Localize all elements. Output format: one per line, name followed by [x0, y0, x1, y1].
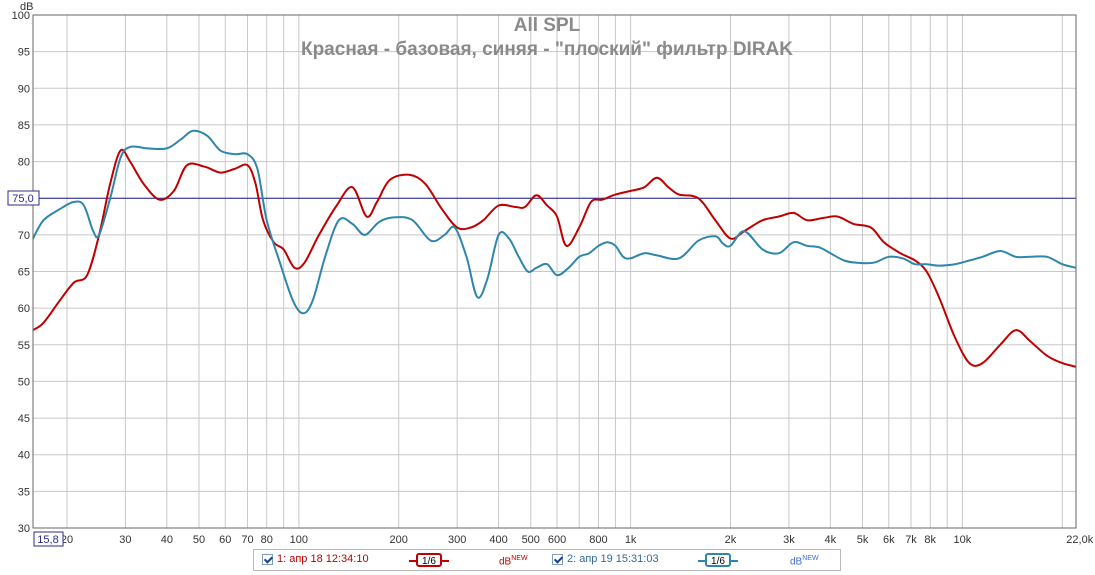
- x-tick-label: 200: [390, 534, 408, 546]
- y-tick-label: 55: [18, 340, 30, 352]
- plot-frame: [32, 14, 1077, 529]
- x-start-value: 15,8: [37, 534, 58, 546]
- x-tick-label: 400: [489, 534, 507, 546]
- series-line-1: [32, 148, 1077, 368]
- x-tick-label: 100: [290, 534, 308, 546]
- series-2-checkbox[interactable]: [552, 553, 563, 565]
- x-tick-label: 6k: [883, 534, 895, 546]
- series-1-units[interactable]: dBNEW: [499, 555, 528, 568]
- x-tick-label: 1k: [625, 534, 637, 546]
- series-2-units[interactable]: dBNEW: [790, 555, 819, 568]
- x-tick-labels: 20 30 40 50 60 70 80 100 200 300 400 500 600 800 1k 2k 3…: [61, 534, 1095, 546]
- y-tick-label: 40: [18, 450, 30, 462]
- y-tick-label: 100: [12, 10, 30, 22]
- x-tick-label: 600: [548, 534, 566, 546]
- x-tick-label: 800: [589, 534, 607, 546]
- x-tick-label: 70: [241, 534, 253, 546]
- chart-title: All SPL: [514, 15, 581, 36]
- legend-bar: 1: апр 18 12:34:10 1/6 dBNEW 2: апр 19 1…: [253, 549, 841, 571]
- x-tick-label: 4k: [825, 534, 837, 546]
- x-tick-label: 10k: [954, 534, 972, 546]
- x-tick-label: 80: [261, 534, 273, 546]
- x-start-marker[interactable]: 15,8: [33, 531, 64, 547]
- y-tick-label: 65: [18, 267, 30, 279]
- series-line-2: [32, 129, 1077, 315]
- y-tick-label: 45: [18, 413, 30, 425]
- series-1-smoothing-button[interactable]: 1/6: [416, 553, 442, 567]
- y-tick-label: 60: [18, 303, 30, 315]
- x-tick-label: 20: [61, 534, 73, 546]
- chart-subtitle: Красная - базовая, синяя - "плоский" фил…: [301, 39, 793, 60]
- x-tick-label: 5k: [857, 534, 869, 546]
- x-tick-label: 2k: [725, 534, 737, 546]
- y-tick-label: 90: [18, 83, 30, 95]
- spl-chart: 3035404550556065707580859095100 20304050…: [7, 1, 1095, 547]
- y-tick-label: 35: [18, 486, 30, 498]
- reference-marker[interactable]: 75,0: [7, 190, 40, 206]
- x-tick-label: 22,0k Hz: [1066, 534, 1095, 546]
- x-tick-label: 8k: [924, 534, 936, 546]
- grid: [33, 14, 1076, 529]
- series-2-smoothing-button[interactable]: 1/6: [705, 553, 731, 567]
- legend-item-1[interactable]: 1: апр 18 12:34:10: [262, 553, 369, 565]
- reference-value: 75,0: [12, 193, 33, 205]
- y-tick-label: 95: [18, 47, 30, 59]
- series-2-label: 2: апр 19 15:31:03: [567, 553, 659, 565]
- series-1-checkbox[interactable]: [262, 553, 273, 565]
- y-tick-label: 80: [18, 157, 30, 169]
- x-tick-label: 500: [522, 534, 540, 546]
- y-tick-label: 70: [18, 230, 30, 242]
- x-tick-label: 50: [193, 534, 205, 546]
- y-tick-label: 50: [18, 376, 30, 388]
- x-tick-label: 40: [161, 534, 173, 546]
- x-tick-label: 300: [448, 534, 466, 546]
- series-lines: [32, 129, 1077, 368]
- series-1-label: 1: апр 18 12:34:10: [277, 553, 369, 565]
- y-axis-label: dB: [20, 1, 33, 13]
- x-tick-label: 3k: [783, 534, 795, 546]
- y-tick-labels: 3035404550556065707580859095100: [12, 10, 30, 535]
- y-tick-label: 85: [18, 120, 30, 132]
- x-tick-label: 60: [219, 534, 231, 546]
- x-tick-label: 7k: [905, 534, 917, 546]
- y-tick-label: 30: [18, 523, 30, 535]
- legend-item-2[interactable]: 2: апр 19 15:31:03: [552, 553, 659, 565]
- x-tick-label: 30: [119, 534, 131, 546]
